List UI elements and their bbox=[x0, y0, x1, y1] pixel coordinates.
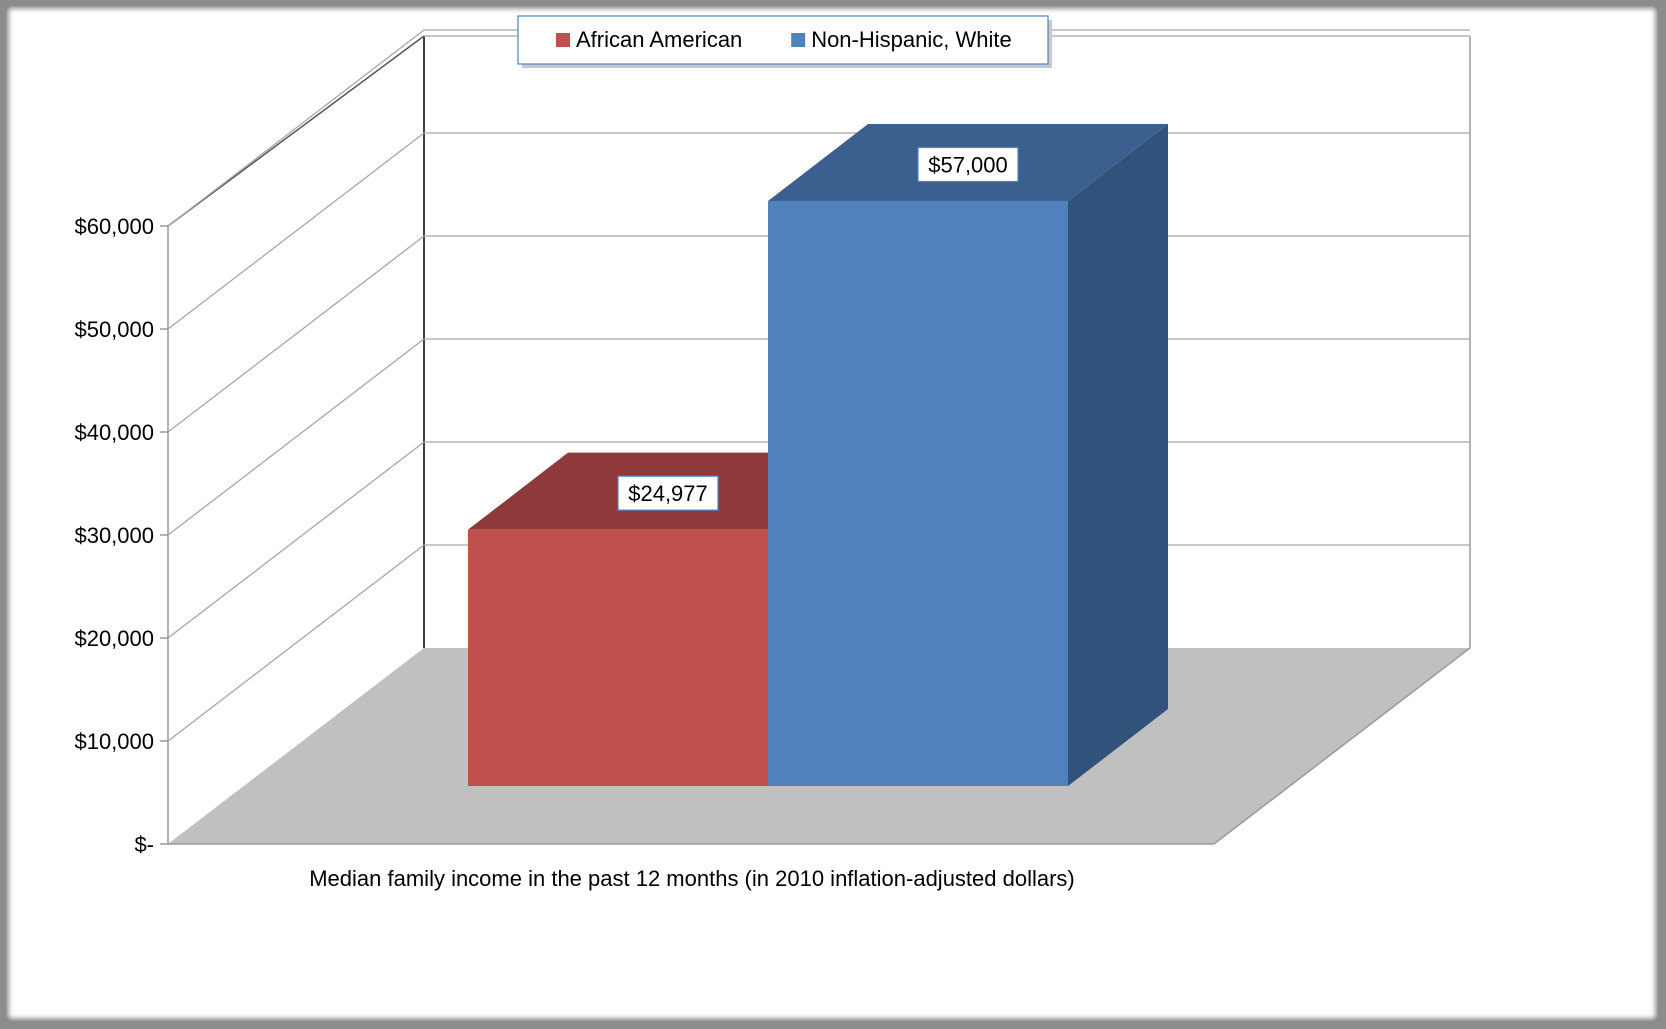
chart: $- $10,000 $20,000 $30,000 $40,000 $50,000 $60… bbox=[74, 15, 1471, 891]
side-gridline bbox=[167, 29, 425, 227]
x-axis-title: Median family income in the past 12 mont… bbox=[309, 866, 1075, 891]
legend-entry: African American bbox=[576, 27, 742, 52]
bars bbox=[468, 124, 1168, 786]
legend: African American Non-Hispanic, White bbox=[517, 15, 1052, 68]
data-label-box bbox=[617, 475, 719, 511]
data-label: $57,000 bbox=[917, 146, 1019, 183]
y-tick-label: $40,000 bbox=[74, 420, 154, 445]
data-label-value: $57,000 bbox=[928, 153, 1008, 178]
side-wall-top-edge bbox=[167, 35, 425, 227]
bar-non-hispanic-white bbox=[768, 124, 1168, 786]
legend-swatch bbox=[791, 33, 806, 47]
side-gridline bbox=[167, 441, 425, 639]
legend-entry: Non-Hispanic, White bbox=[811, 27, 1012, 52]
y-tick-label: $10,000 bbox=[74, 729, 154, 754]
data-label-value: $24,977 bbox=[628, 481, 708, 506]
y-tick-label: $30,000 bbox=[74, 523, 154, 548]
y-tick-label: $- bbox=[134, 832, 154, 857]
y-axis-ticks: $- $10,000 $20,000 $30,000 $40,000 $50,000 $60… bbox=[74, 214, 168, 857]
y-tick-label: $50,000 bbox=[74, 317, 154, 342]
y-tick-label: $20,000 bbox=[74, 626, 154, 651]
legend-swatch bbox=[556, 33, 570, 47]
floor-edge bbox=[1213, 647, 1471, 845]
side-gridline bbox=[167, 544, 425, 742]
data-label: $24,977 bbox=[617, 475, 719, 511]
side-gridline bbox=[167, 235, 425, 433]
side-gridline bbox=[167, 338, 425, 536]
chart-frame: $- $10,000 $20,000 $30,000 $40,000 $50,000 $60… bbox=[6, 6, 1658, 1021]
bar-front-face bbox=[768, 201, 1068, 786]
data-label-box bbox=[917, 146, 1019, 183]
legend-box bbox=[517, 15, 1049, 65]
bar-side-face bbox=[1068, 124, 1168, 786]
bar-front-face bbox=[468, 529, 768, 786]
y-tick-label: $60,000 bbox=[74, 214, 154, 239]
side-gridline bbox=[167, 132, 425, 330]
data-labels: $24,977 $57,000 bbox=[617, 146, 1019, 511]
